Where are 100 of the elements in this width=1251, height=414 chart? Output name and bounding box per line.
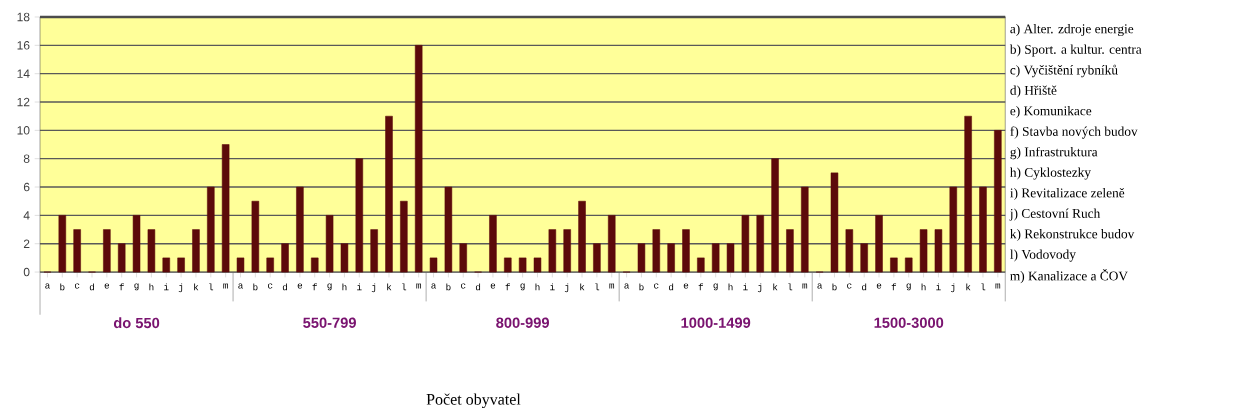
text: 1500-3000 <box>874 317 944 328</box>
bar <box>652 229 661 273</box>
bar <box>221 144 230 273</box>
x-tick-label: c <box>74 283 80 289</box>
bar <box>58 215 67 273</box>
x-tick-label: m <box>223 283 228 289</box>
bar <box>608 215 616 273</box>
bar <box>949 186 958 273</box>
x-tick-label: k <box>966 283 971 291</box>
x-tick-label: i <box>936 283 941 291</box>
bar <box>667 243 675 273</box>
bar <box>830 172 839 273</box>
bar <box>311 257 319 273</box>
x-tick-label: j <box>951 283 955 293</box>
x-tick-label: c <box>267 283 273 289</box>
x-tick-label: g <box>906 283 911 291</box>
text: k) Rekonstrukce budov <box>1010 228 1135 242</box>
bar <box>593 243 601 273</box>
text: f) Stavba nových budov <box>1010 126 1138 139</box>
bar <box>711 243 720 273</box>
x-tick-label: l <box>209 283 214 291</box>
x-tick-label: f <box>312 283 317 291</box>
x-tick-label: f <box>698 283 704 291</box>
x-tick-label: a <box>431 283 437 289</box>
bar <box>429 257 438 273</box>
y-tick-label: 14 <box>17 69 30 78</box>
x-tick-label: h <box>728 283 733 291</box>
bar <box>400 200 408 273</box>
text: c) Vyčištění rybníků <box>1010 64 1118 78</box>
bar <box>459 243 467 273</box>
x-tick-label: f <box>505 283 510 291</box>
text: 1000-1499 <box>681 317 751 328</box>
y-tick-label: 12 <box>17 97 30 107</box>
x-tick-label: j <box>178 283 183 293</box>
x-tick-label: k <box>387 283 392 291</box>
x-tick-label: b <box>60 283 65 291</box>
x-tick-label: d <box>475 283 481 291</box>
x-tick-label: e <box>104 283 110 289</box>
y-tick-label: 10 <box>17 126 30 135</box>
x-tick-label: l <box>981 283 986 291</box>
bar <box>860 243 868 273</box>
x-tick-label: c <box>461 283 466 289</box>
x-tick-label: e <box>490 283 496 289</box>
bar <box>994 130 1002 273</box>
x-tick-label: b <box>639 283 644 291</box>
text: l) Vodovody <box>1010 249 1076 262</box>
y-tick-label: 8 <box>23 154 30 163</box>
bar <box>117 243 126 273</box>
bar <box>845 229 854 273</box>
bar <box>414 45 423 273</box>
text: d) Hřiště <box>1010 85 1057 98</box>
bar <box>801 186 809 273</box>
bar <box>207 186 215 273</box>
x-tick-label: b <box>832 283 837 291</box>
bar <box>370 229 378 273</box>
bar <box>355 158 364 273</box>
bar <box>103 229 111 273</box>
bar <box>726 243 735 273</box>
bar <box>548 229 557 273</box>
bar <box>741 215 750 273</box>
x-tick-label: j <box>564 283 569 293</box>
x-tick-label: b <box>446 283 451 291</box>
x-tick-label: i <box>357 283 362 291</box>
bar <box>504 257 512 273</box>
x-tick-label: m <box>416 283 422 289</box>
x-tick-label: k <box>194 283 199 291</box>
bar <box>296 186 304 273</box>
bar <box>890 257 898 273</box>
x-tick-label: h <box>921 283 926 291</box>
x-tick-label: a <box>238 283 243 289</box>
x-tick-label: m <box>802 283 808 289</box>
bar <box>192 229 200 273</box>
text: m) Kanalizace a ČOV <box>1010 268 1128 284</box>
bar <box>385 115 393 273</box>
text: i) Revitalizace zeleně <box>1010 187 1125 201</box>
y-tick-label: 18 <box>17 12 30 22</box>
bar <box>236 257 245 273</box>
bar <box>682 229 690 273</box>
x-tick-label: d <box>862 283 867 291</box>
bar <box>489 215 497 273</box>
x-tick-label: i <box>743 283 748 291</box>
bar <box>756 215 764 273</box>
bar <box>340 243 349 273</box>
x-tick-label: k <box>773 283 778 291</box>
x-tick-label: d <box>668 283 674 291</box>
text: e) Komunikace <box>1010 105 1092 119</box>
text: a) Alter. zdroje energie <box>1010 23 1134 37</box>
x-tick-label: i <box>550 283 555 291</box>
x-tick-label: c <box>847 283 852 289</box>
x-tick-label: a <box>45 283 50 289</box>
bar <box>786 229 794 273</box>
bar <box>147 229 156 273</box>
text: j) Cestovní Ruch <box>1009 208 1101 221</box>
y-tick-label: 0 <box>23 267 30 277</box>
y-tick-label: 16 <box>17 41 30 50</box>
x-tick-label: e <box>876 283 882 289</box>
x-tick-label: m <box>995 283 1001 289</box>
bar <box>444 186 453 273</box>
bar <box>578 200 586 273</box>
bar <box>904 257 913 273</box>
